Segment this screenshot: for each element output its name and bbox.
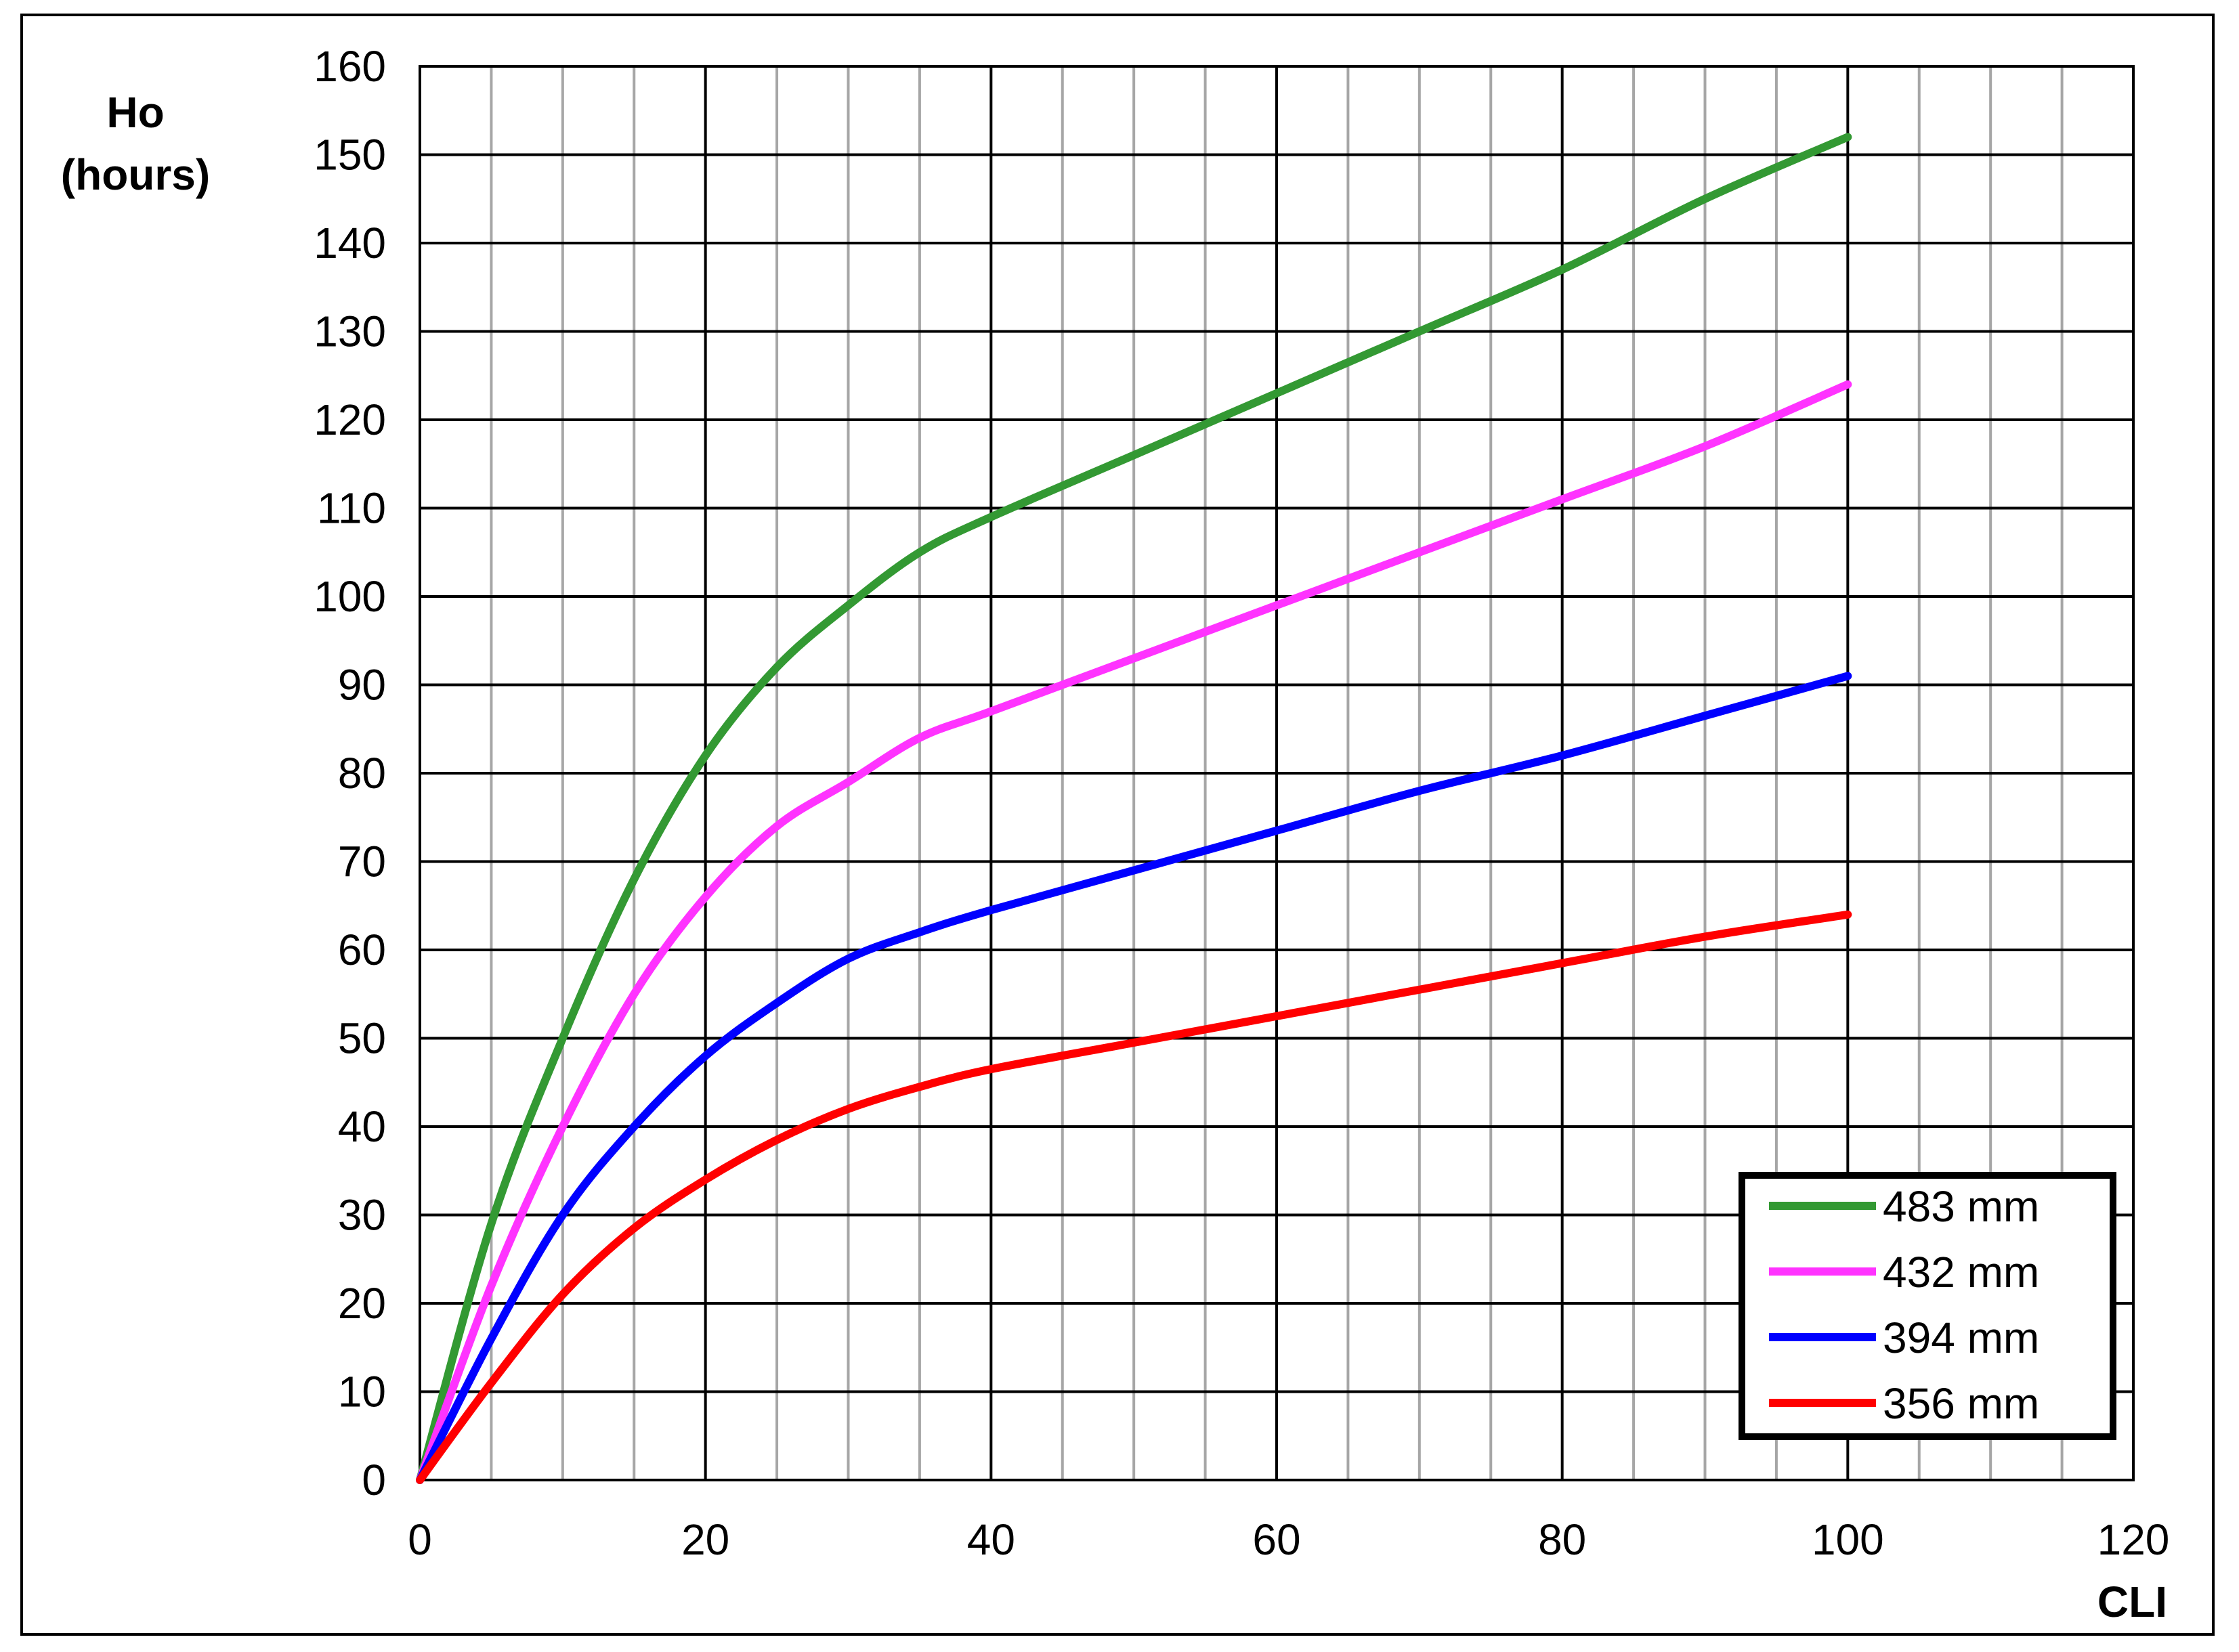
x-tick-label: 100 xyxy=(1812,1515,1884,1564)
chart-frame xyxy=(20,14,2215,1636)
y-tick-label: 150 xyxy=(314,131,386,179)
legend-items: 483 mm 432 mm 394 mm 356 mm xyxy=(1769,1182,2039,1428)
x-axis-tick-labels: 0 20 40 60 80 100 120 xyxy=(408,1515,2169,1564)
legend-label: 483 mm xyxy=(1883,1182,2039,1231)
y-tick-label: 160 xyxy=(314,42,386,91)
x-tick-label: 60 xyxy=(1252,1515,1300,1564)
y-tick-label: 140 xyxy=(314,219,386,267)
y-axis-tick-labels: 0 10 20 30 40 50 60 70 80 90 100 110 120 130 140 150 160 xyxy=(314,42,386,1504)
legend-label: 394 mm xyxy=(1883,1313,2039,1362)
y-tick-label: 50 xyxy=(338,1014,386,1063)
x-tick-label: 120 xyxy=(2097,1515,2170,1564)
y-tick-label: 80 xyxy=(338,749,386,798)
y-tick-label: 40 xyxy=(338,1102,386,1151)
legend-label: 356 mm xyxy=(1883,1379,2039,1428)
y-tick-label: 100 xyxy=(314,572,386,621)
x-tick-label: 20 xyxy=(681,1515,729,1564)
y-tick-label: 60 xyxy=(338,926,386,974)
y-tick-label: 130 xyxy=(314,307,386,356)
y-tick-label: 110 xyxy=(317,484,386,533)
x-axis-title: CLI xyxy=(2097,1578,2167,1626)
legend-label: 432 mm xyxy=(1883,1248,2039,1297)
legend: 483 mm 432 mm 394 mm 356 mm xyxy=(1739,1172,2116,1440)
y-tick-label: 20 xyxy=(338,1279,386,1328)
y-axis-title-line1: Ho xyxy=(106,88,164,137)
plot-area-border xyxy=(419,65,2135,1481)
series-line-394-mm xyxy=(416,672,1852,1484)
y-tick-label: 0 xyxy=(362,1456,386,1504)
y-tick-label: 30 xyxy=(338,1191,386,1240)
series-line-483-mm xyxy=(416,133,1852,1484)
series-line-356-mm xyxy=(416,910,1852,1484)
x-tick-label: 80 xyxy=(1538,1515,1586,1564)
legend-box xyxy=(1739,1172,2116,1440)
x-tick-label: 40 xyxy=(967,1515,1015,1564)
y-tick-label: 10 xyxy=(338,1368,386,1416)
series-line-432-mm xyxy=(416,380,1852,1484)
y-tick-label: 90 xyxy=(338,661,386,710)
y-tick-label: 120 xyxy=(314,395,386,444)
y-tick-label: 70 xyxy=(338,838,386,886)
series-lines xyxy=(416,133,1852,1484)
y-axis-title-line2: (hours) xyxy=(61,150,210,199)
x-tick-label: 0 xyxy=(408,1515,432,1564)
